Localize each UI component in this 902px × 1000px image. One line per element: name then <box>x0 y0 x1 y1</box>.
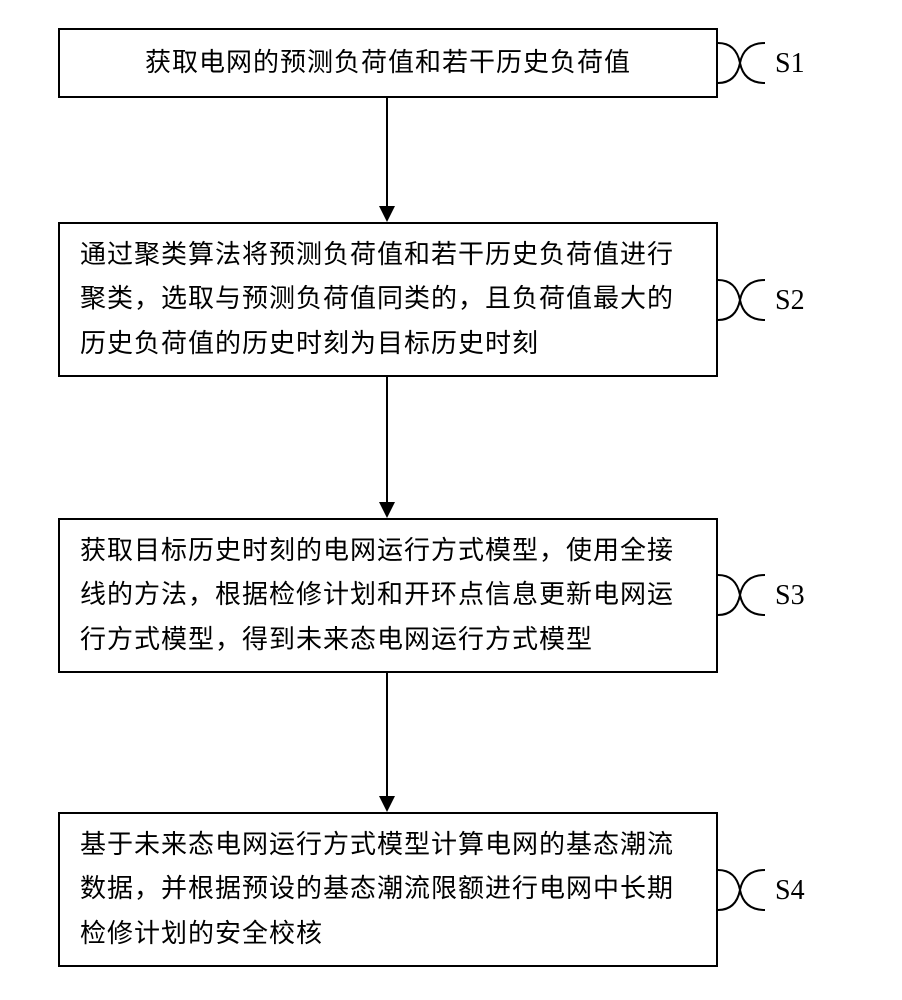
flowchart-box-s3: 获取目标历史时刻的电网运行方式模型，使用全接线的方法，根据检修计划和开环点信息更… <box>58 518 718 673</box>
label-s3: S3 <box>775 580 805 612</box>
connector-s2 <box>718 277 773 323</box>
arrow-head-s2-s3 <box>379 502 395 518</box>
connector-s3 <box>718 572 773 618</box>
box-s1-text: 获取电网的预测负荷值和若干历史负荷值 <box>80 41 696 85</box>
connector-s1 <box>718 40 773 86</box>
flowchart-container: 获取电网的预测负荷值和若干历史负荷值 S1 通过聚类算法将预测负荷值和若干历史负… <box>0 0 902 1000</box>
box-s2-text: 通过聚类算法将预测负荷值和若干历史负荷值进行聚类，选取与预测负荷值同类的，且负荷… <box>80 233 696 366</box>
label-s2: S2 <box>775 285 805 317</box>
box-s4-text: 基于未来态电网运行方式模型计算电网的基态潮流数据，并根据预设的基态潮流限额进行电… <box>80 823 696 956</box>
arrow-s2-s3 <box>386 377 388 502</box>
flowchart-box-s1: 获取电网的预测负荷值和若干历史负荷值 <box>58 28 718 98</box>
label-s4: S4 <box>775 875 805 907</box>
arrow-head-s3-s4 <box>379 796 395 812</box>
flowchart-box-s2: 通过聚类算法将预测负荷值和若干历史负荷值进行聚类，选取与预测负荷值同类的，且负荷… <box>58 222 718 377</box>
arrow-head-s1-s2 <box>379 206 395 222</box>
box-s3-text: 获取目标历史时刻的电网运行方式模型，使用全接线的方法，根据检修计划和开环点信息更… <box>80 529 696 662</box>
arrow-s3-s4 <box>386 673 388 796</box>
flowchart-box-s4: 基于未来态电网运行方式模型计算电网的基态潮流数据，并根据预设的基态潮流限额进行电… <box>58 812 718 967</box>
arrow-s1-s2 <box>386 98 388 206</box>
label-s1: S1 <box>775 48 805 80</box>
connector-s4 <box>718 867 773 913</box>
